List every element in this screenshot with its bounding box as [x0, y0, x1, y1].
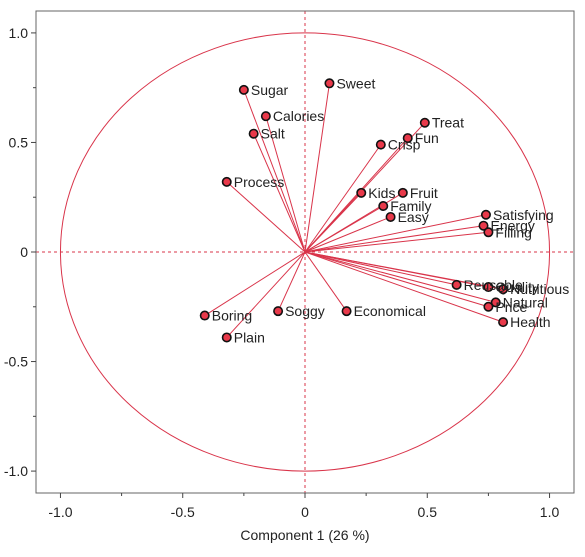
- x-tick-label: 0: [301, 504, 309, 520]
- point-label-family: Family: [390, 198, 431, 214]
- point-label-process: Process: [234, 174, 285, 190]
- point-label-sugar: Sugar: [251, 82, 289, 98]
- point-salt: [248, 128, 259, 139]
- point-label-treat: Treat: [432, 115, 464, 131]
- vector-sugar: [243, 89, 306, 253]
- point-boring: [199, 310, 210, 321]
- vector-easy: [304, 216, 391, 253]
- point-calories: [260, 111, 271, 122]
- point-label-reusable: Reusable: [464, 277, 523, 293]
- point-family: [378, 200, 389, 211]
- vector-energy: [304, 225, 484, 253]
- vector-nutritious: [304, 251, 504, 290]
- vector-family: [304, 205, 384, 253]
- y-tick-label: -0.5: [4, 354, 28, 370]
- point-label-boring: Boring: [212, 308, 252, 324]
- point-satisfying: [480, 209, 491, 220]
- point-label-energy: Energy: [491, 218, 535, 234]
- point-kids: [356, 187, 367, 198]
- point-sugar: [238, 84, 249, 95]
- point-fruit: [397, 187, 408, 198]
- vector-soggy: [277, 251, 306, 312]
- point-treat: [419, 117, 430, 128]
- point-label-easy: Easy: [398, 209, 429, 225]
- point-label-sweet: Sweet: [336, 75, 375, 91]
- point-label-fruit: Fruit: [410, 185, 438, 201]
- point-label-price: Price: [495, 299, 527, 315]
- vector-sweet: [304, 83, 330, 253]
- point-filling: [483, 227, 494, 238]
- point-crisp: [375, 139, 386, 150]
- vector-process: [226, 181, 306, 253]
- vector-salt: [253, 133, 306, 253]
- point-label-salt: Salt: [261, 126, 285, 142]
- vector-filling: [304, 231, 489, 253]
- y-tick-label: 0: [20, 244, 28, 260]
- x-axis-title: Component 1 (26 %): [240, 527, 369, 543]
- point-economical: [341, 306, 352, 317]
- vector-crisp: [304, 144, 382, 253]
- point-energy: [478, 220, 489, 231]
- point-nutritious: [498, 284, 509, 295]
- point-plain: [221, 332, 232, 343]
- y-tick-label: 0.5: [9, 134, 29, 150]
- point-label-satisfying: Satisfying: [493, 207, 554, 223]
- vector-fun: [304, 137, 409, 253]
- point-label-plain: Plain: [234, 329, 265, 345]
- x-tick-label: 1.0: [540, 504, 560, 520]
- point-label-fun: Fun: [415, 130, 439, 146]
- vector-price: [304, 251, 489, 308]
- point-label-soggy: Soggy: [285, 303, 325, 319]
- vector-natural: [304, 251, 496, 303]
- point-label-nutritious: Nutritious: [510, 281, 569, 297]
- vector-boring: [204, 251, 306, 316]
- vector-kids: [304, 192, 362, 253]
- x-tick-label: 0.5: [418, 504, 438, 520]
- point-label-crisp: Crisp: [388, 137, 421, 153]
- vector-plain: [226, 251, 306, 338]
- vector-reusable: [304, 251, 457, 286]
- x-tick-label: -1.0: [48, 504, 72, 520]
- point-label-natural: Natural: [503, 294, 548, 310]
- point-natural: [490, 297, 501, 308]
- point-process: [221, 176, 232, 187]
- point-label-economical: Economical: [354, 303, 426, 319]
- point-label-filling: Filling: [495, 224, 532, 240]
- point-label-calories: Calories: [273, 108, 324, 124]
- y-tick-label: 1.0: [9, 25, 29, 41]
- point-soggy: [273, 306, 284, 317]
- vector-satisfying: [304, 214, 487, 253]
- point-label-kids: Kids: [368, 185, 395, 201]
- point-fun: [402, 133, 413, 144]
- unit-circle: [59, 32, 551, 472]
- vector-economical: [304, 251, 347, 312]
- point-easy: [385, 211, 396, 222]
- point-price: [483, 301, 494, 312]
- vector-health: [304, 251, 504, 323]
- vector-calories: [265, 116, 306, 253]
- x-tick-label: -0.5: [171, 504, 195, 520]
- point-sweet: [324, 78, 335, 89]
- point-label-quality: Quality: [495, 279, 539, 295]
- point-quality: [483, 282, 494, 293]
- point-reusable: [451, 279, 462, 290]
- y-tick-label: -1.0: [4, 463, 28, 479]
- point-label-health: Health: [510, 314, 550, 330]
- point-health: [498, 317, 509, 328]
